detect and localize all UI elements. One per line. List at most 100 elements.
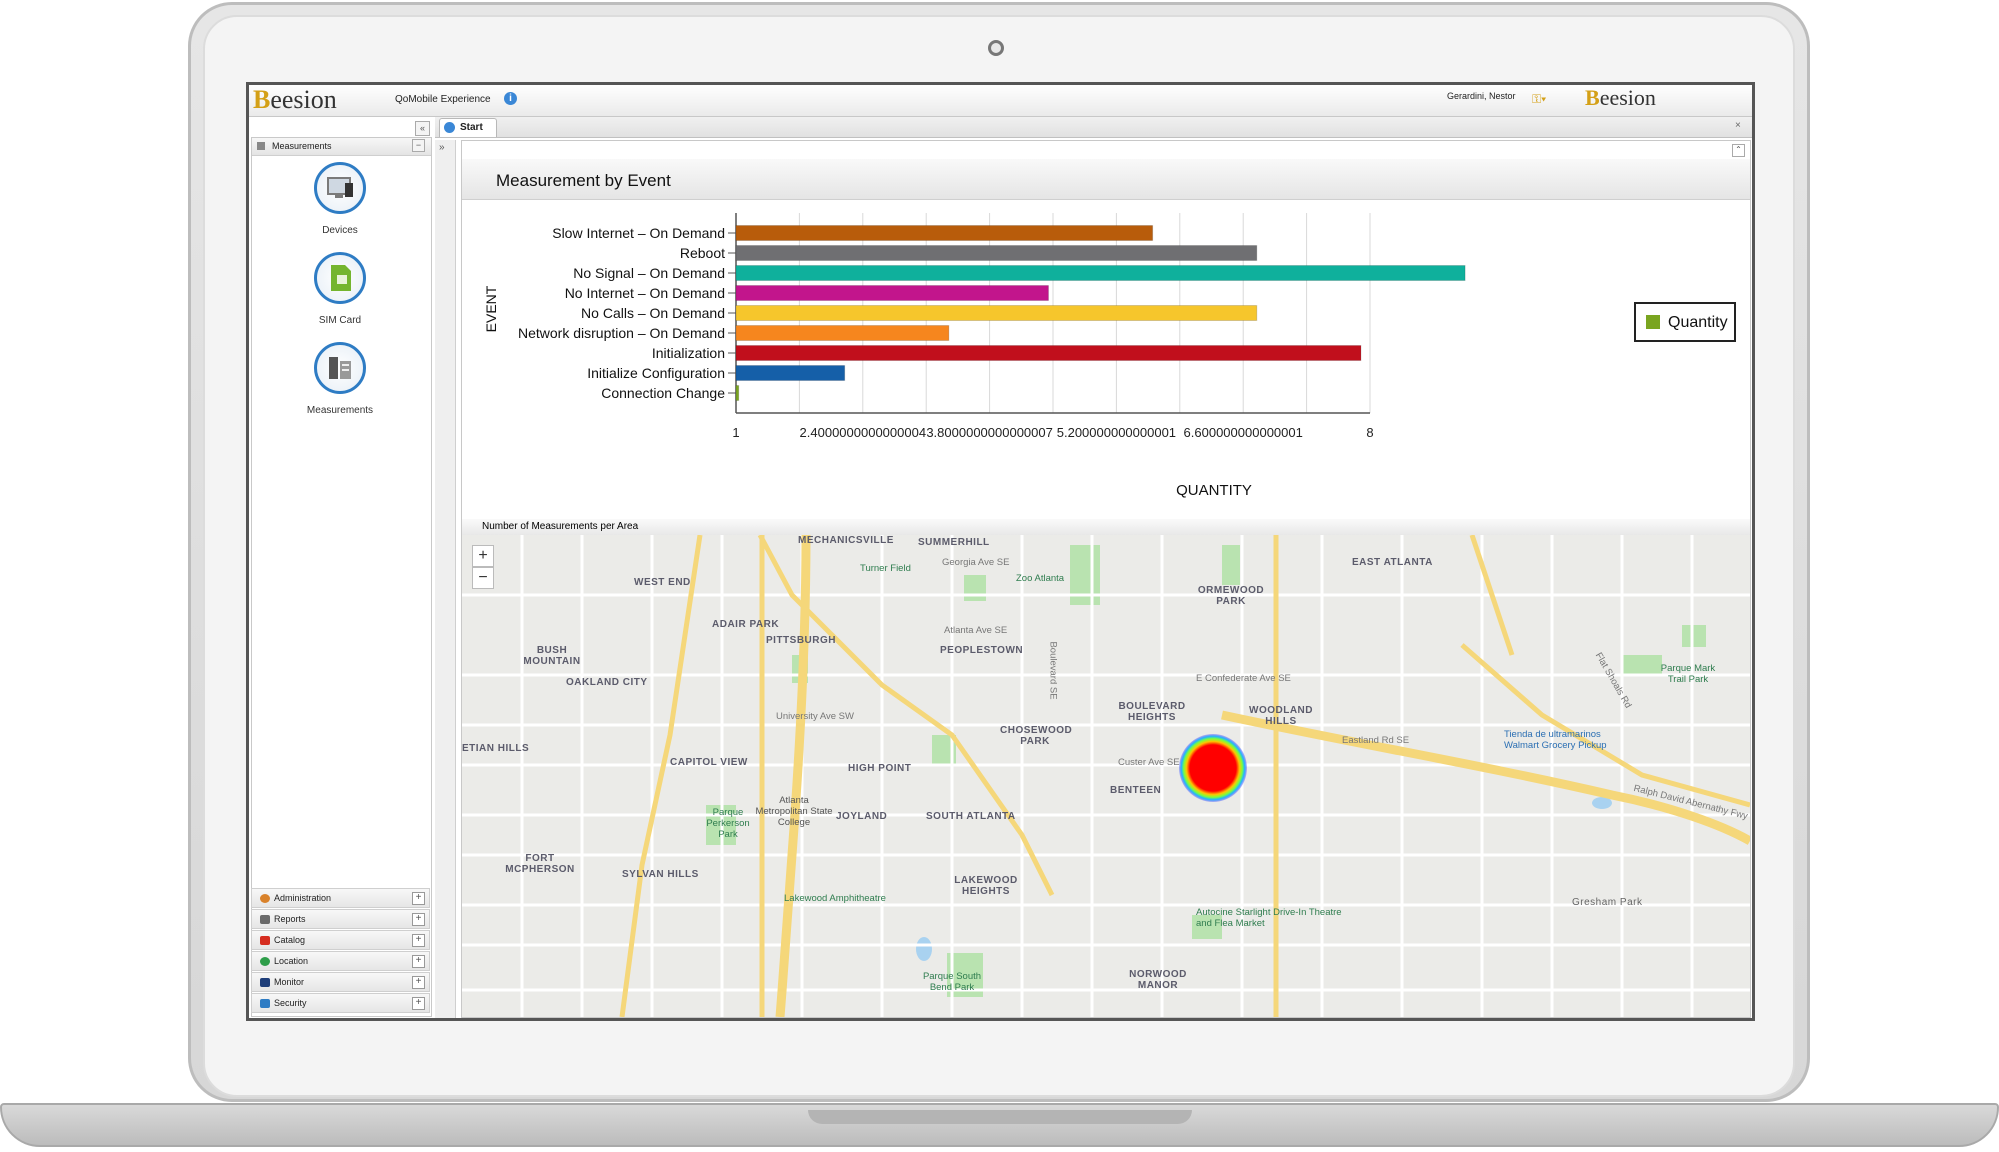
sidebar-title: Measurements <box>272 141 332 151</box>
heat-map[interactable]: + − MECHANICSVILLE SUMMERHILL EAST ATLAN… <box>462 535 1750 1017</box>
chart-title: Measurement by Event <box>496 171 671 190</box>
map-place-label: Tienda de ultramarinos Walmart Grocery P… <box>1504 729 1607 751</box>
map-area-label: Gresham Park <box>1572 897 1643 908</box>
sidebar-item-sim-card[interactable] <box>314 252 366 304</box>
bar[interactable] <box>735 245 1258 261</box>
map-area-label: LAKEWOOD HEIGHTS <box>954 875 1018 897</box>
map-area-label: CHOSEWOOD PARK <box>1000 725 1073 747</box>
sidebar-item-devices[interactable] <box>314 162 366 214</box>
heat-spot[interactable] <box>1179 734 1247 802</box>
monitor-icon <box>260 978 270 987</box>
tab-label: Start <box>460 122 483 133</box>
map-area-label: SOUTH ATLANTA <box>926 811 1016 822</box>
bar[interactable] <box>735 225 1154 241</box>
zoom-out-button[interactable]: − <box>472 567 494 589</box>
lock-icon <box>260 999 270 1008</box>
accordion-label: Monitor <box>274 977 305 987</box>
map-place-label: Zoo Atlanta <box>1016 573 1065 584</box>
category-label: Initialization <box>652 345 725 361</box>
x-tick-label: 2.4000000000000004 <box>800 425 927 440</box>
map-area-label: HIGH POINT <box>848 763 912 774</box>
map-area-label: PEOPLESTOWN <box>940 645 1024 656</box>
bar[interactable] <box>735 325 950 341</box>
accordion-catalog[interactable]: Catalog + <box>251 930 430 950</box>
bar[interactable] <box>735 365 846 381</box>
tab-strip: Start × <box>435 117 1752 138</box>
map-area-label: BOULEVARD HEIGHTS <box>1118 701 1186 723</box>
collapse-up-icon[interactable]: ⌃ <box>1732 144 1745 157</box>
expand-icon[interactable]: + <box>412 997 425 1010</box>
category-label: Initialize Configuration <box>587 365 725 381</box>
x-tick-label: 1 <box>732 425 739 440</box>
x-tick-label: 5.200000000000001 <box>1057 425 1176 440</box>
map-area-label: OAKLAND CITY <box>566 677 648 688</box>
map-area-label: MECHANICSVILLE <box>798 535 894 546</box>
accordion-label: Catalog <box>274 935 306 945</box>
category-label: Slow Internet – On Demand <box>552 225 725 241</box>
bar[interactable] <box>735 285 1049 301</box>
key-menu-icon[interactable]: ⚿▾ <box>1532 92 1547 106</box>
accordion-security[interactable]: Security + <box>251 993 430 1013</box>
accordion-reports[interactable]: Reports + <box>251 909 430 929</box>
map-title-bar: Number of Measurements per Area <box>462 519 1750 536</box>
map-area-label: BUSH MOUNTAIN <box>523 645 581 667</box>
map-area-label: ETIAN HILLS <box>462 743 530 754</box>
map-area-label: FORT MCPHERSON <box>505 853 575 875</box>
chart-title-bar: Measurement by Event <box>462 159 1750 200</box>
reports-icon <box>260 915 270 924</box>
map-place-label: Autocine Starlight Drive-In Theatre and … <box>1196 907 1342 929</box>
map-place-label: Parque South Bend Park <box>922 971 982 993</box>
y-axis-label: EVENT <box>483 285 499 332</box>
chart-legend: Quantity <box>1634 302 1736 342</box>
sidebar-label-devices: Devices <box>322 225 358 236</box>
brand-logo-right: Beesion <box>1585 85 1656 110</box>
bar[interactable] <box>735 305 1258 321</box>
map-place-label: Turner Field <box>860 563 911 574</box>
accordion-monitor[interactable]: Monitor + <box>251 972 430 992</box>
expand-icon[interactable]: + <box>412 934 425 947</box>
map-place-label: Parque Perkerson Park <box>706 807 750 840</box>
zoom-in-button[interactable]: + <box>472 545 494 567</box>
map-area-label: WEST END <box>634 577 691 588</box>
accordion-label: Security <box>274 998 307 1008</box>
tab-start[interactable]: Start <box>439 118 497 137</box>
expand-strip[interactable]: » <box>435 140 456 1018</box>
map-title: Number of Measurements per Area <box>482 521 639 532</box>
sim-card-icon <box>331 265 351 291</box>
expand-icon[interactable]: + <box>412 976 425 989</box>
brand-logo: Beesion <box>253 85 337 114</box>
expand-icon[interactable]: + <box>412 892 425 905</box>
info-icon[interactable]: i <box>504 92 517 105</box>
devices-icon <box>327 177 353 198</box>
main-panel: ⌃ Measurement by Event Slow Internet – O… <box>461 140 1751 1018</box>
sidebar-item-measurements[interactable] <box>314 342 366 394</box>
collapse-sidebar-button[interactable]: « <box>415 121 430 136</box>
bar[interactable] <box>735 385 740 401</box>
expand-right-icon[interactable]: » <box>439 142 445 153</box>
measurements-icon <box>329 357 351 379</box>
sidebar-label-measurements: Measurements <box>306 405 374 416</box>
globe-icon <box>260 957 270 966</box>
close-tab-icon[interactable]: × <box>1735 120 1741 131</box>
map-road-label: Eastland Rd SE <box>1342 735 1410 746</box>
sidebar-label-sim-card: SIM Card <box>318 315 362 326</box>
map-area-label: BENTEEN <box>1110 785 1162 796</box>
map-road-label: Custer Ave SE <box>1118 757 1180 768</box>
map-road-label: University Ave SW <box>776 711 854 722</box>
accordion-location[interactable]: Location + <box>251 951 430 971</box>
map-place-label: Lakewood Amphitheatre <box>784 893 886 904</box>
category-label: Connection Change <box>601 385 725 401</box>
bar[interactable] <box>735 345 1362 361</box>
minimize-icon[interactable]: − <box>412 139 425 152</box>
x-axis-label: QUANTITY <box>1176 482 1252 499</box>
accordion-administration[interactable]: Administration + <box>251 888 430 908</box>
accordion-label: Reports <box>274 914 306 924</box>
map-area-label: ORMEWOOD PARK <box>1197 585 1265 607</box>
administration-icon <box>260 894 270 903</box>
category-label: No Internet – On Demand <box>565 285 725 301</box>
expand-icon[interactable]: + <box>412 955 425 968</box>
expand-icon[interactable]: + <box>412 913 425 926</box>
bar[interactable] <box>735 265 1466 281</box>
map-area-label: SYLVAN HILLS <box>622 869 699 880</box>
category-label: Reboot <box>680 245 725 261</box>
